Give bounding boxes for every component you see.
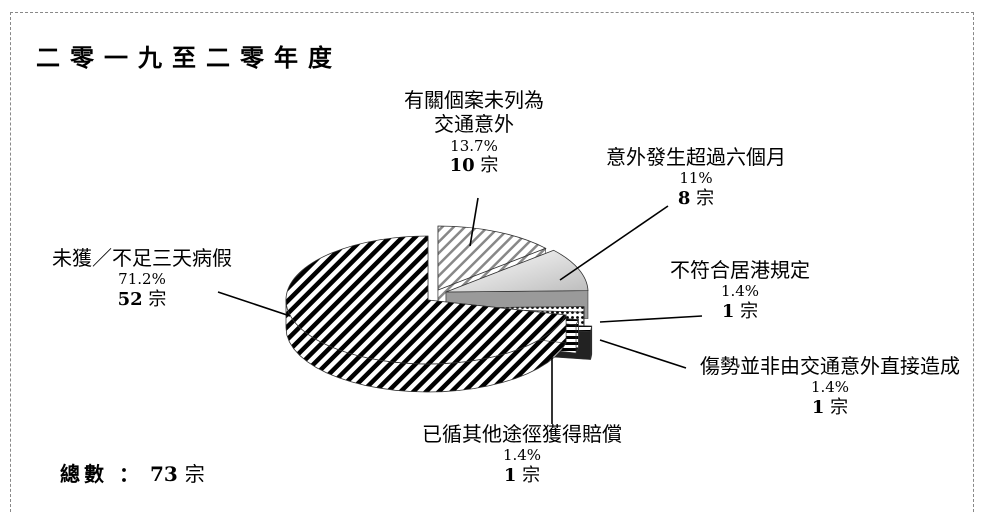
slice-category: 未獲／不足三天病假 [30, 246, 254, 270]
slice-unit: 宗 [740, 301, 758, 322]
slice-count: 10 [450, 155, 475, 176]
slice-percent: 1.4% [660, 282, 820, 300]
total-unit: 宗 [185, 462, 205, 486]
slice-percent: 13.7% [392, 137, 556, 155]
leader-injury-not-caused [600, 340, 686, 368]
slice-category: 意外發生超過六個月 [598, 145, 794, 169]
leader-over-six-months [560, 206, 668, 280]
slice-label-over-six-months: 意外發生超過六個月 11% 8 宗 [598, 145, 794, 210]
slice-label-injury-not-caused: 傷勢並非由交通意外直接造成 1.4% 1 宗 [688, 354, 972, 419]
slice-percent: 71.2% [30, 270, 254, 288]
total-label: 總數 ： [60, 462, 143, 486]
slice-unit: 宗 [696, 188, 714, 209]
slice-unit: 宗 [830, 397, 848, 418]
slice-count: 52 [118, 289, 143, 310]
slice-label-other-compensation: 已循其他途徑獲得賠償 1.4% 1 宗 [404, 422, 640, 487]
slice-count: 1 [722, 301, 735, 322]
slice-unit: 宗 [522, 465, 540, 486]
slice-percent: 1.4% [688, 378, 972, 396]
slice-percent: 11% [598, 169, 794, 187]
slice-count: 1 [812, 397, 825, 418]
slice-count: 8 [678, 188, 691, 209]
slice-category: 已循其他途徑獲得賠償 [404, 422, 640, 446]
slice-percent: 1.4% [404, 446, 640, 464]
total-count: 73 [150, 462, 178, 486]
slice-label-not-traffic-accident: 有關個案未列為 交通意外 13.7% 10 宗 [392, 88, 556, 177]
slice-label-residency: 不符合居港規定 1.4% 1 宗 [660, 258, 820, 323]
slice-category: 不符合居港規定 [660, 258, 820, 282]
slice-unit: 宗 [480, 155, 498, 176]
slice-unit: 宗 [148, 289, 166, 310]
total-cases: 總數 ： 73 宗 [60, 458, 205, 487]
slice-label-no-sick-leave: 未獲／不足三天病假 71.2% 52 宗 [30, 246, 254, 311]
slice-category-line1: 有關個案未列為 [392, 88, 556, 112]
slice-category-line2: 交通意外 [392, 112, 556, 136]
slice-count: 1 [504, 465, 517, 486]
slice-category: 傷勢並非由交通意外直接造成 [688, 354, 972, 378]
